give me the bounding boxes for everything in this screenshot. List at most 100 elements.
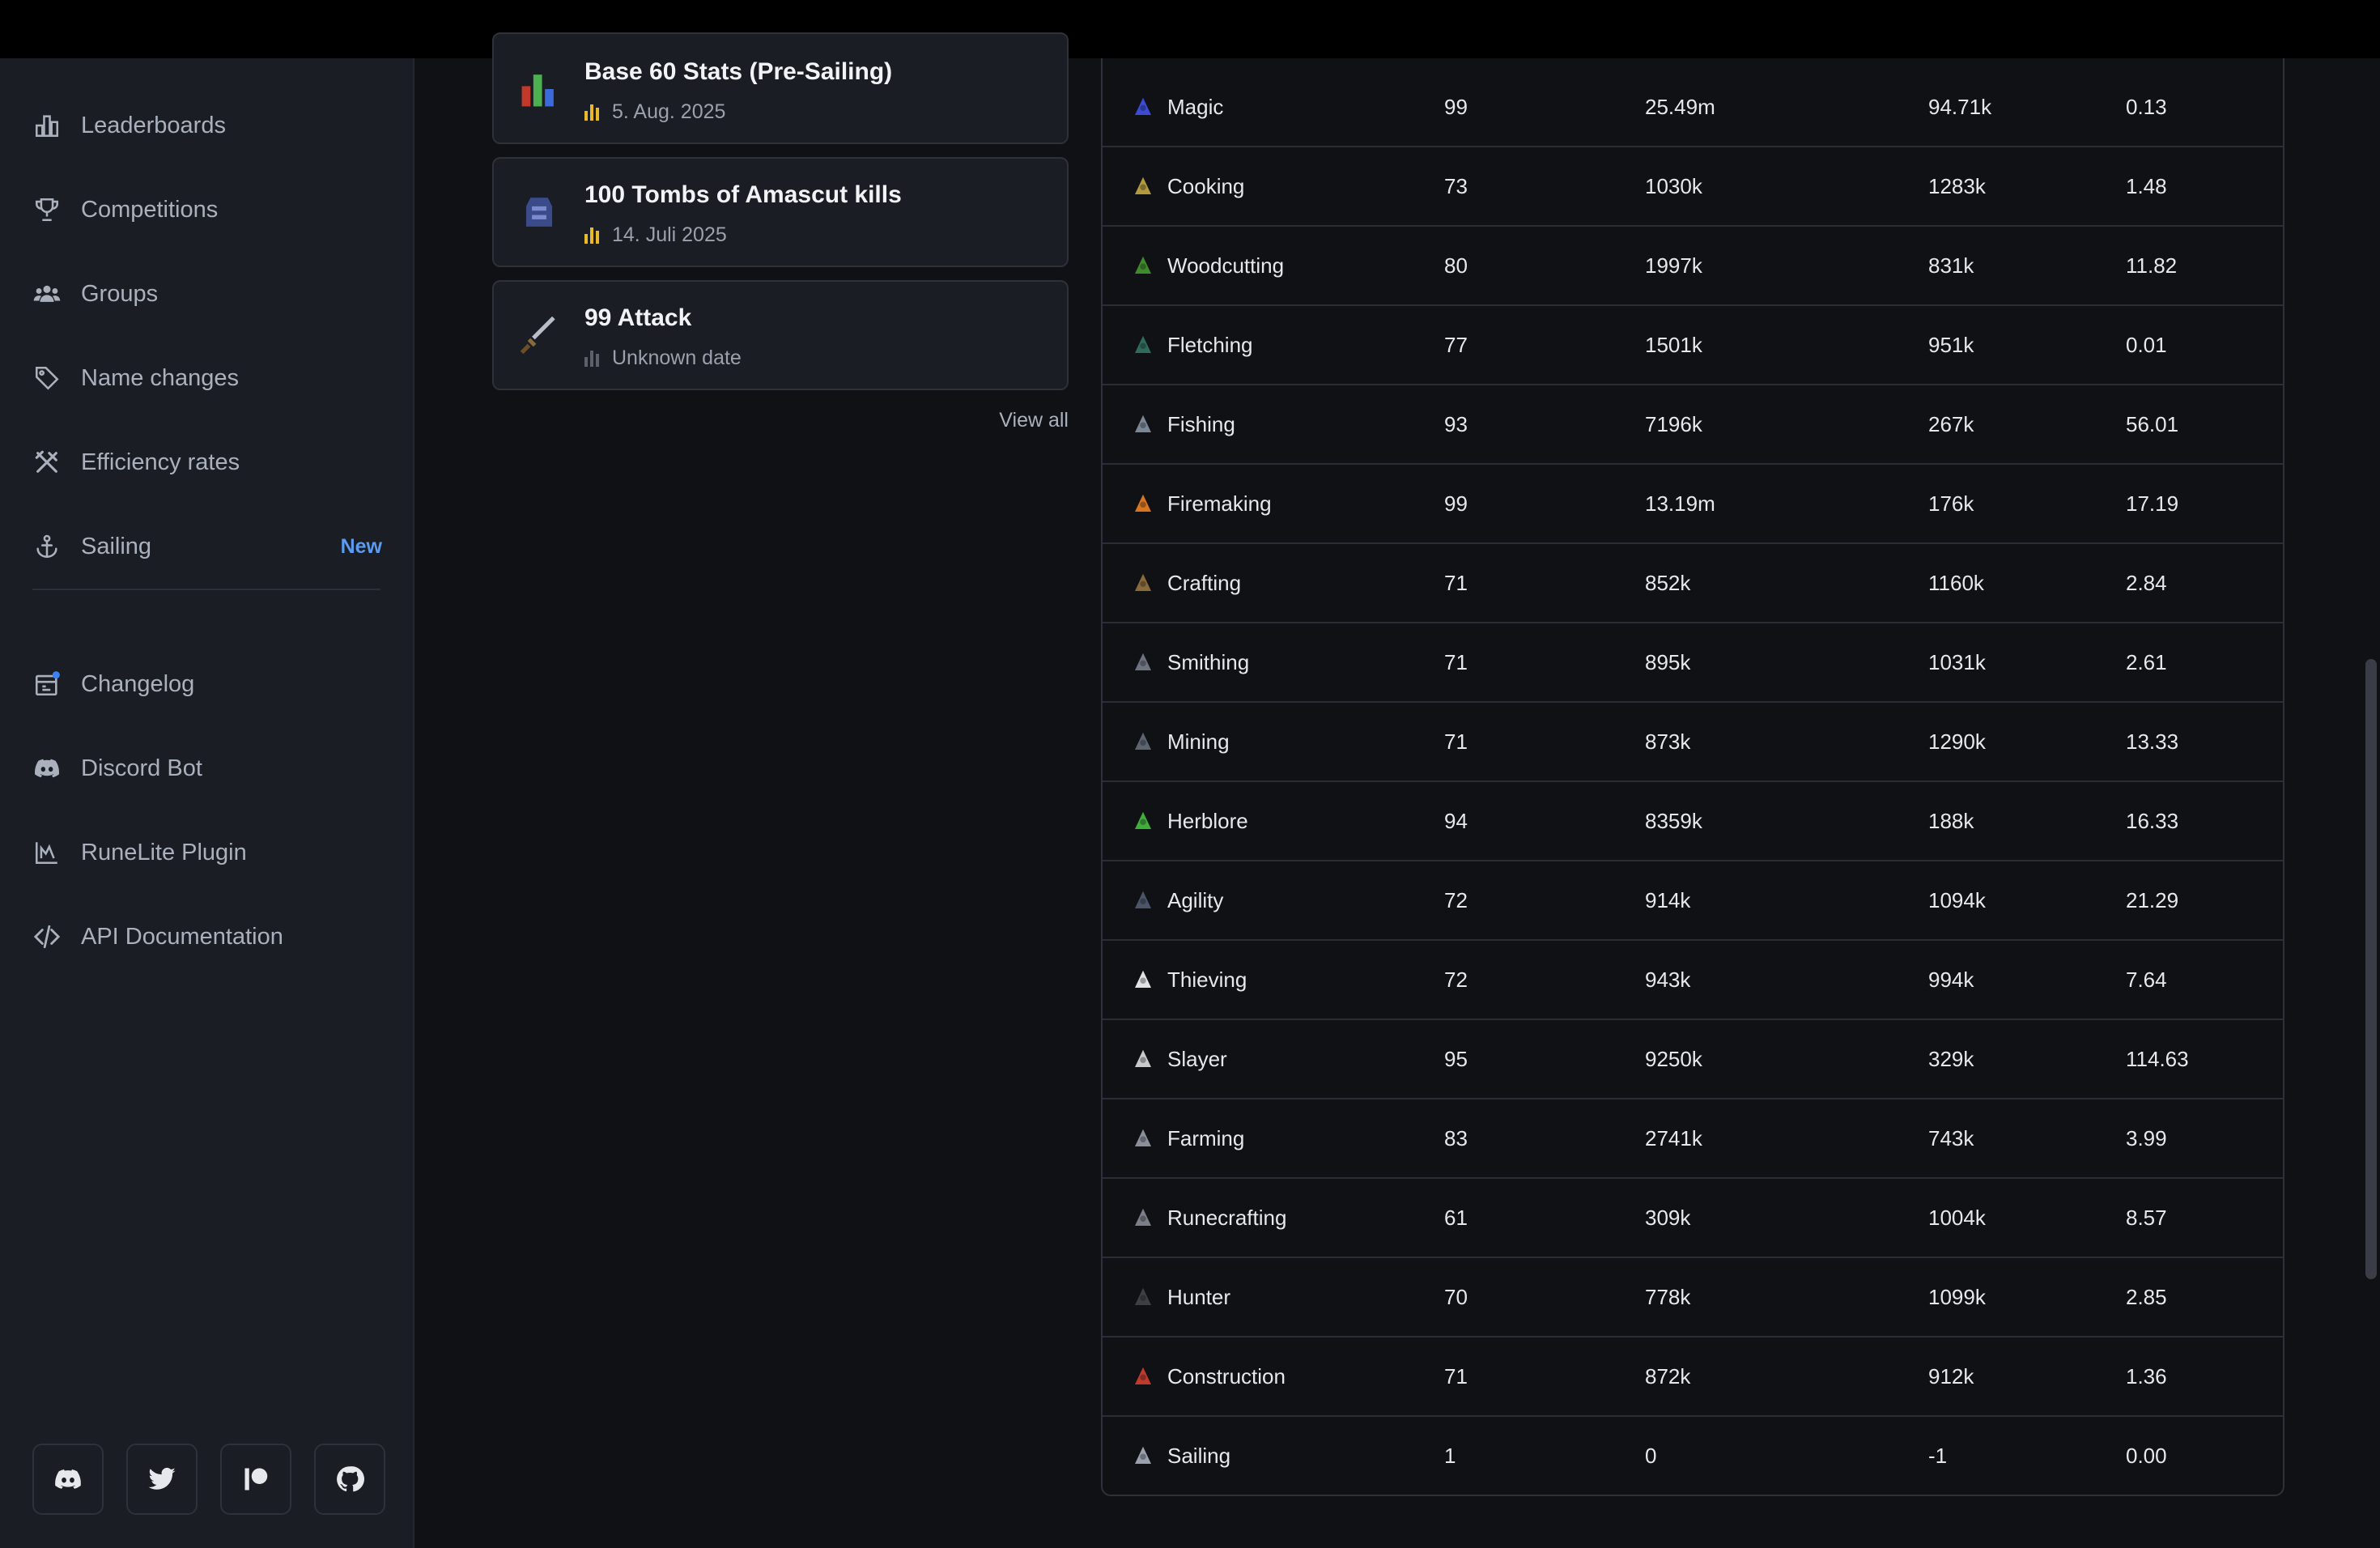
table-row[interactable]: Thieving 72 943k 994k 7.64 (1103, 941, 2283, 1020)
skill-level: 61 (1444, 1205, 1468, 1230)
skill-name: Smithing (1167, 649, 1250, 674)
skill-name: Cooking (1167, 173, 1245, 198)
table-row[interactable]: Cooking 73 1030k 1283k 1.48 (1103, 147, 2283, 227)
progress-bars-icon (584, 104, 599, 121)
sidebar-item-label: Competitions (81, 196, 219, 223)
skill-rank: 1283k (1928, 173, 1986, 198)
skill-ehp: 1.48 (2126, 173, 2167, 198)
skill-name: Mining (1167, 729, 1230, 754)
skill-experience: 895k (1645, 649, 1691, 674)
construction-skill-icon (1128, 1337, 1158, 1415)
twitter-icon (148, 1467, 176, 1490)
skill-experience: 872k (1645, 1363, 1691, 1389)
patreon-icon (244, 1468, 268, 1491)
skill-name: Woodcutting (1167, 253, 1285, 278)
skill-ehp: 2.61 (2126, 649, 2167, 674)
table-row[interactable]: Construction 71 872k 912k 1.36 (1103, 1337, 2283, 1417)
users-icon (32, 279, 62, 308)
skill-rank: 1160k (1928, 570, 1984, 595)
sidebar-item-sailing[interactable]: Sailing New (32, 521, 382, 572)
patreon-link-button[interactable] (220, 1444, 291, 1515)
table-row[interactable]: Firemaking 99 13.19m 176k 17.19 (1103, 465, 2283, 544)
skill-name: Agility (1167, 887, 1224, 912)
table-row[interactable]: Magic 99 25.49m 94.71k 0.13 (1103, 68, 2283, 147)
sidebar-item-groups[interactable]: Groups (32, 268, 382, 320)
table-row[interactable]: Herblore 94 8359k 188k 16.33 (1103, 782, 2283, 861)
skill-rank: 951k (1928, 332, 1974, 357)
tools-icon (32, 448, 62, 477)
sidebar-item-runelite-plugin[interactable]: RuneLite Plugin (32, 827, 382, 878)
sidebar-item-changelog[interactable]: Changelog (32, 658, 382, 710)
new-badge: New (340, 534, 382, 558)
skill-rank: 1290k (1928, 729, 1986, 754)
table-row[interactable]: Agility 72 914k 1094k 21.29 (1103, 861, 2283, 941)
table-row[interactable]: Slayer 95 9250k 329k 114.63 (1103, 1020, 2283, 1099)
table-row[interactable]: Runecrafting 61 309k 1004k 8.57 (1103, 1179, 2283, 1258)
skill-rank: 1094k (1928, 887, 1986, 912)
table-row[interactable]: Mining 71 873k 1290k 13.33 (1103, 703, 2283, 782)
view-all-link[interactable]: View all (999, 409, 1069, 432)
discord-icon (55, 1469, 81, 1489)
table-row[interactable]: Smithing 71 895k 1031k 2.61 (1103, 623, 2283, 703)
sidebar-item-leaderboards[interactable]: Leaderboards (32, 100, 382, 151)
runecrafting-skill-icon (1128, 1179, 1158, 1257)
table-row[interactable]: Crafting 71 852k 1160k 2.84 (1103, 544, 2283, 623)
sidebar-item-label: Discord Bot (81, 755, 202, 781)
scrollbar[interactable] (2365, 659, 2377, 1279)
skill-name: Magic (1167, 94, 1224, 119)
skill-ehp: 11.82 (2126, 253, 2178, 278)
achievement-title: Base 60 Stats (Pre-Sailing) (584, 58, 893, 85)
skill-experience: 9250k (1645, 1046, 1702, 1071)
skill-level: 71 (1444, 729, 1468, 754)
skill-rank: 267k (1928, 411, 1974, 436)
skill-level: 72 (1444, 887, 1468, 912)
skill-experience: 309k (1645, 1205, 1691, 1230)
skill-level: 73 (1444, 173, 1468, 198)
firemaking-skill-icon (1128, 465, 1158, 542)
skill-level: 94 (1444, 808, 1468, 833)
achievement-date-text: 5. Aug. 2025 (612, 100, 726, 123)
achievement-title: 99 Attack (584, 304, 692, 331)
skill-rank: 1099k (1928, 1284, 1986, 1309)
table-row[interactable]: Woodcutting 80 1997k 831k 11.82 (1103, 227, 2283, 306)
sidebar-item-discord-bot[interactable]: Discord Bot (32, 742, 382, 794)
sidebar-item-name-changes[interactable]: Name changes (32, 352, 382, 404)
table-row[interactable]: Hunter 70 778k 1099k 2.85 (1103, 1258, 2283, 1337)
github-icon (337, 1466, 364, 1492)
skill-rank: -1 (1928, 1443, 1948, 1468)
bar-chart-icon (32, 111, 62, 140)
sidebar-item-competitions[interactable]: Competitions (32, 184, 382, 236)
fletching-skill-icon (1128, 306, 1158, 384)
skill-ehp: 7.64 (2126, 967, 2167, 992)
achievement-card[interactable]: Base 60 Stats (Pre-Sailing) 5. Aug. 2025 (492, 32, 1069, 144)
smithing-skill-icon (1128, 623, 1158, 701)
github-link-button[interactable] (314, 1444, 385, 1515)
base-stats-icon (516, 66, 562, 112)
table-row[interactable]: Sailing 1 0 -1 0.00 (1103, 1417, 2283, 1496)
table-row[interactable]: Farming 83 2741k 743k 3.99 (1103, 1099, 2283, 1179)
skill-ehp: 21.29 (2126, 887, 2179, 912)
mining-skill-icon (1128, 703, 1158, 780)
hunter-skill-icon (1128, 1258, 1158, 1336)
agility-skill-icon (1128, 861, 1158, 939)
skill-rank: 176k (1928, 491, 1974, 516)
sidebar-item-api-documentation[interactable]: API Documentation (32, 911, 382, 963)
table-row[interactable]: Fletching 77 1501k 951k 0.01 (1103, 306, 2283, 385)
skill-name: Fishing (1167, 411, 1235, 436)
skill-rank: 994k (1928, 967, 1974, 992)
achievement-card[interactable]: 100 Tombs of Amascut kills 14. Juli 2025 (492, 157, 1069, 267)
attack-sword-icon (516, 313, 562, 358)
skill-level: 77 (1444, 332, 1468, 357)
cooking-skill-icon (1128, 147, 1158, 225)
table-row[interactable]: Fishing 93 7196k 267k 56.01 (1103, 385, 2283, 465)
skill-name: Construction (1167, 1363, 1286, 1389)
skill-name: Herblore (1167, 808, 1248, 833)
discord-link-button[interactable] (32, 1444, 104, 1515)
sidebar-item-label: Groups (81, 280, 159, 307)
achievement-card[interactable]: 99 Attack Unknown date (492, 280, 1069, 390)
skill-ehp: 2.85 (2126, 1284, 2167, 1309)
skill-ehp: 0.13 (2126, 94, 2167, 119)
anchor-icon (32, 532, 62, 561)
sidebar-item-efficiency-rates[interactable]: Efficiency rates (32, 436, 382, 488)
twitter-link-button[interactable] (126, 1444, 198, 1515)
